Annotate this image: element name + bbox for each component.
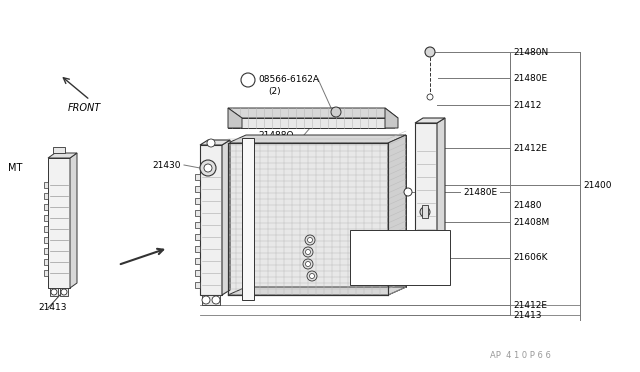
- Text: (2): (2): [268, 87, 280, 96]
- Polygon shape: [44, 204, 48, 210]
- Circle shape: [303, 259, 313, 269]
- Circle shape: [241, 73, 255, 87]
- Polygon shape: [228, 287, 406, 295]
- Text: 21488O: 21488O: [258, 131, 294, 140]
- Polygon shape: [385, 108, 398, 128]
- Text: 21480E: 21480E: [463, 187, 497, 196]
- Polygon shape: [44, 237, 48, 243]
- Polygon shape: [48, 158, 70, 288]
- Text: 21606D: 21606D: [354, 246, 390, 254]
- Text: 21400: 21400: [583, 180, 611, 189]
- Text: 21480E: 21480E: [513, 74, 547, 83]
- Text: 21480: 21480: [513, 201, 541, 209]
- Polygon shape: [415, 118, 445, 123]
- Text: 21412E: 21412E: [513, 144, 547, 153]
- Text: S: S: [246, 77, 250, 83]
- Text: MT: MT: [8, 163, 22, 173]
- Polygon shape: [60, 288, 68, 296]
- Text: FRONT: FRONT: [67, 103, 100, 113]
- Circle shape: [51, 289, 57, 295]
- Circle shape: [404, 188, 412, 196]
- Circle shape: [331, 107, 341, 117]
- Polygon shape: [202, 295, 220, 305]
- Polygon shape: [200, 145, 222, 295]
- Polygon shape: [228, 108, 398, 118]
- Text: 21480N: 21480N: [513, 48, 548, 57]
- Text: 21408M: 21408M: [513, 218, 549, 227]
- Polygon shape: [200, 140, 230, 145]
- Circle shape: [305, 250, 310, 254]
- Polygon shape: [415, 123, 437, 278]
- Polygon shape: [44, 248, 48, 254]
- Circle shape: [425, 47, 435, 57]
- Polygon shape: [195, 222, 200, 228]
- Text: 21430: 21430: [152, 160, 180, 170]
- Circle shape: [207, 139, 215, 147]
- Polygon shape: [53, 147, 65, 153]
- Polygon shape: [228, 135, 406, 143]
- Text: 08566-6162A: 08566-6162A: [258, 74, 319, 83]
- Polygon shape: [195, 174, 200, 180]
- Circle shape: [307, 271, 317, 281]
- Polygon shape: [195, 258, 200, 264]
- Polygon shape: [388, 135, 406, 295]
- Polygon shape: [242, 138, 254, 300]
- Polygon shape: [246, 135, 406, 287]
- Circle shape: [427, 94, 433, 100]
- Text: 21413: 21413: [513, 311, 541, 320]
- Polygon shape: [228, 118, 385, 128]
- Polygon shape: [437, 118, 445, 278]
- Circle shape: [212, 296, 220, 304]
- Polygon shape: [195, 282, 200, 288]
- Circle shape: [303, 247, 313, 257]
- Polygon shape: [44, 270, 48, 276]
- Polygon shape: [350, 230, 450, 285]
- Polygon shape: [195, 270, 200, 276]
- Polygon shape: [228, 143, 388, 295]
- Text: 21412E: 21412E: [513, 301, 547, 310]
- Polygon shape: [195, 186, 200, 192]
- Text: 21606E: 21606E: [354, 234, 388, 243]
- Polygon shape: [195, 210, 200, 216]
- Circle shape: [61, 289, 67, 295]
- Text: 21412: 21412: [513, 100, 541, 109]
- Circle shape: [202, 296, 210, 304]
- Text: 21606C: 21606C: [354, 257, 389, 266]
- Polygon shape: [195, 246, 200, 252]
- Polygon shape: [44, 182, 48, 188]
- Text: 21413: 21413: [38, 304, 67, 312]
- Polygon shape: [195, 234, 200, 240]
- Circle shape: [200, 160, 216, 176]
- Polygon shape: [230, 118, 395, 128]
- Polygon shape: [44, 259, 48, 265]
- Polygon shape: [195, 198, 200, 204]
- Circle shape: [305, 262, 310, 266]
- Circle shape: [310, 273, 314, 279]
- Polygon shape: [44, 226, 48, 232]
- Circle shape: [307, 237, 312, 243]
- Polygon shape: [44, 193, 48, 199]
- Circle shape: [204, 164, 212, 172]
- Circle shape: [305, 235, 315, 245]
- Polygon shape: [44, 215, 48, 221]
- Polygon shape: [50, 288, 58, 296]
- Polygon shape: [422, 205, 428, 218]
- Circle shape: [420, 207, 430, 217]
- Polygon shape: [70, 153, 77, 288]
- Polygon shape: [222, 140, 230, 295]
- Polygon shape: [48, 153, 77, 158]
- Text: AP  4 1 0 P 6 6: AP 4 1 0 P 6 6: [490, 350, 551, 359]
- Text: 21606K: 21606K: [513, 253, 547, 262]
- Text: 21606B: 21606B: [354, 269, 388, 279]
- Polygon shape: [228, 108, 242, 128]
